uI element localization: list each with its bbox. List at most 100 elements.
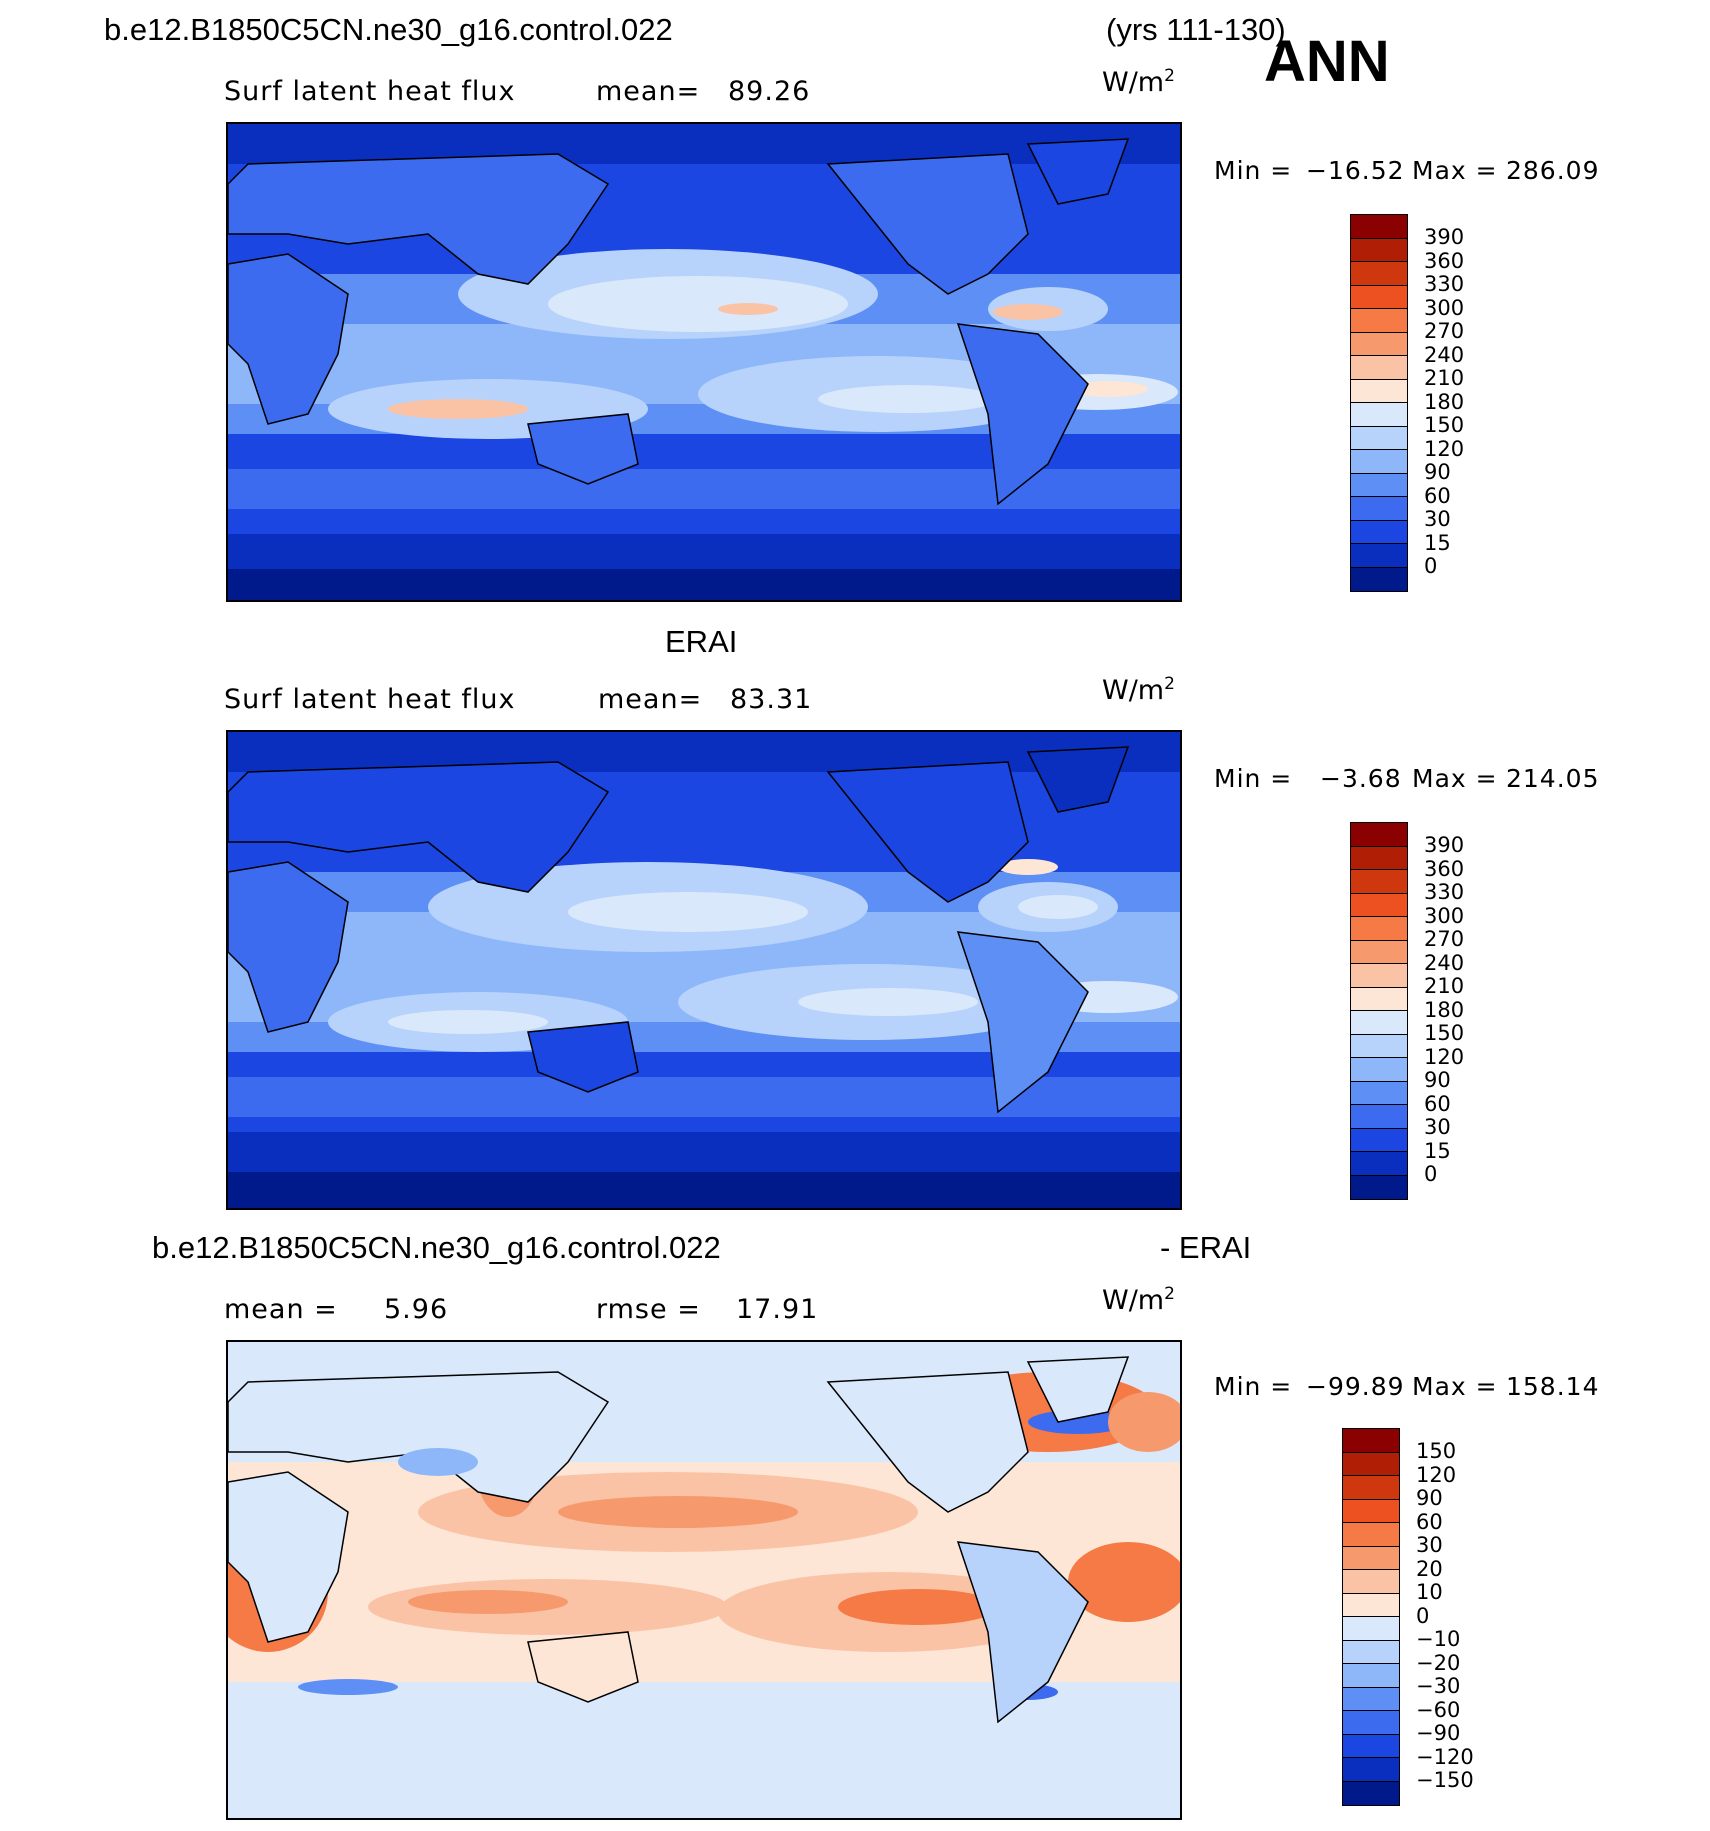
colorbar-swatch (1351, 1128, 1407, 1152)
diff-max-value: 158.14 (1506, 1372, 1600, 1401)
colorbar-tick-label: 90 (1424, 1068, 1451, 1092)
top-variable-label: Surf latent heat flux (224, 76, 516, 107)
mid-mean-label: mean= (598, 684, 703, 715)
mid-min-value: −3.68 (1320, 764, 1402, 793)
colorbar-swatch (1343, 1570, 1399, 1594)
diff-mean-label: mean = (224, 1294, 338, 1325)
colorbar-tick-label: 270 (1424, 319, 1465, 343)
top-min-label: Min = (1214, 156, 1293, 185)
mid-panel-title: ERAI (665, 624, 738, 659)
colorbar-tick-label: −90 (1416, 1721, 1461, 1745)
colorbar-swatch (1343, 1664, 1399, 1688)
colorbar-tick-label: 210 (1424, 366, 1465, 390)
colorbar-tick-label: 30 (1416, 1533, 1443, 1557)
colorbar-swatch (1351, 846, 1407, 870)
colorbar-tick-label: 150 (1424, 413, 1465, 437)
colorbar-tick-label: 390 (1424, 225, 1465, 249)
mid-units: W/m2 (1102, 674, 1175, 706)
colorbar-swatch (1351, 238, 1407, 262)
colorbar-swatch (1351, 1175, 1407, 1199)
colorbar-swatch (1351, 1034, 1407, 1058)
colorbar-swatch (1351, 520, 1407, 544)
colorbar-swatch (1343, 1593, 1399, 1617)
colorbar-swatch (1343, 1781, 1399, 1805)
colorbar-tick-label: 0 (1424, 1162, 1438, 1186)
mid-mean-value: 83.31 (730, 684, 813, 715)
colorbar-swatch (1343, 1546, 1399, 1570)
colorbar-tick-label: 300 (1424, 903, 1465, 928)
colorbar-tick-label: −30 (1416, 1674, 1461, 1698)
colorbar-tick-label: 210 (1424, 974, 1465, 998)
diff-rmse-label: rmse = (596, 1294, 701, 1325)
colorbar-tick-label: 30 (1424, 1115, 1451, 1139)
top-max-value: 286.09 (1506, 156, 1600, 185)
colorbar-tick-label: −120 (1416, 1744, 1474, 1769)
colorbar-tick-label: 330 (1424, 272, 1465, 296)
colorbar-tick-label: 120 (1424, 436, 1465, 461)
colorbar-tick-label: 90 (1416, 1486, 1443, 1510)
colorbar-swatch (1351, 1152, 1407, 1176)
colorbar-tick-label: 240 (1424, 342, 1465, 367)
colorbar-swatch (1343, 1429, 1399, 1453)
colorbar-tick-label: 270 (1424, 927, 1465, 951)
colorbar-tick-label: 0 (1424, 554, 1438, 578)
colorbar-tick-label: 240 (1424, 950, 1465, 975)
colorbar-tick-label: 30 (1424, 507, 1451, 531)
colorbar-model-box (1350, 214, 1408, 592)
colorbar-swatch (1351, 356, 1407, 380)
diff-title-right: - ERAI (1160, 1230, 1252, 1265)
colorbar-tick-label: 120 (1416, 1462, 1457, 1487)
case-name-title: b.e12.B1850C5CN.ne30_g16.control.022 (104, 12, 673, 47)
colorbar-swatch (1351, 309, 1407, 333)
colorbar-tick-label: 360 (1424, 248, 1465, 273)
colorbar-swatch (1351, 1081, 1407, 1105)
colorbar-tick-label: −150 (1416, 1768, 1474, 1792)
colorbar-swatch (1343, 1523, 1399, 1547)
colorbar-swatch (1343, 1617, 1399, 1641)
mid-min-label: Min = (1214, 764, 1293, 793)
colorbar-swatch (1351, 497, 1407, 521)
colorbar-tick-label: −10 (1416, 1627, 1461, 1651)
colorbar-swatch (1351, 823, 1407, 847)
colorbar-tick-label: 15 (1424, 1138, 1451, 1163)
colorbar-swatch (1351, 1105, 1407, 1129)
mid-variable-label: Surf latent heat flux (224, 684, 516, 715)
colorbar-swatch (1343, 1640, 1399, 1664)
colorbar-swatch (1351, 987, 1407, 1011)
map-difference (226, 1340, 1182, 1820)
diff-title-left: b.e12.B1850C5CN.ne30_g16.control.022 (152, 1230, 721, 1265)
colorbar-tick-label: 390 (1424, 833, 1465, 857)
map-erai (226, 730, 1182, 1210)
colorbar-tick-label: 20 (1416, 1556, 1443, 1581)
colorbar-tick-label: −60 (1416, 1697, 1461, 1722)
colorbar-swatch (1343, 1476, 1399, 1500)
top-mean-value: 89.26 (728, 76, 811, 107)
colorbar-swatch (1351, 473, 1407, 497)
colorbar-swatch (1351, 262, 1407, 286)
colorbar-swatch (1351, 870, 1407, 894)
colorbar-tick-label: 180 (1424, 997, 1465, 1022)
colorbar-erai-box (1350, 822, 1408, 1200)
colorbar-swatch (1351, 450, 1407, 474)
top-units: W/m2 (1102, 66, 1175, 98)
colorbar-swatch (1351, 403, 1407, 427)
diff-mean-value: 5.96 (384, 1294, 449, 1325)
colorbar-tick-label: 15 (1424, 530, 1451, 555)
map-model (226, 122, 1182, 602)
diff-rmse-value: 17.91 (736, 1294, 819, 1325)
colorbar-difference-box (1342, 1428, 1400, 1806)
colorbar-tick-label: 10 (1416, 1580, 1443, 1604)
colorbar-swatch (1351, 1058, 1407, 1082)
season-label: ANN (1264, 29, 1390, 94)
colorbar-swatch (1343, 1452, 1399, 1476)
colorbar-tick-label: 90 (1424, 460, 1451, 484)
colorbar-tick-label: 60 (1416, 1509, 1443, 1534)
colorbar-swatch (1343, 1734, 1399, 1758)
colorbar-swatch (1351, 379, 1407, 403)
diff-min-label: Min = (1214, 1372, 1293, 1401)
colorbar-tick-label: 330 (1424, 880, 1465, 904)
colorbar-tick-label: 60 (1424, 483, 1451, 508)
colorbar-tick-label: 120 (1424, 1044, 1465, 1069)
colorbar-swatch (1343, 1499, 1399, 1523)
colorbar-swatch (1351, 215, 1407, 239)
